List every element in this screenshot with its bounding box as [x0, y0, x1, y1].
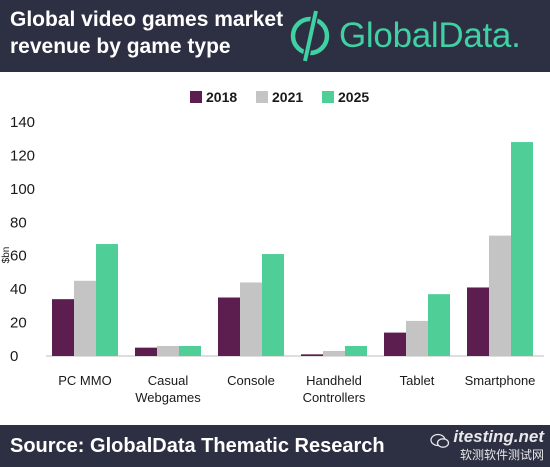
logo-wordmark: GlobalData.: [339, 16, 521, 55]
bar-2025-tablet: [428, 294, 450, 356]
x-category-label: Tablet: [400, 373, 435, 388]
watermark-domain: itesting.net: [453, 427, 544, 446]
bar-2018-tablet: [384, 332, 406, 356]
y-tick-label: 40: [10, 281, 27, 298]
wechat-icon: [430, 433, 450, 448]
legend-swatch-2025: [322, 91, 334, 103]
y-axis-label: $bn: [1, 247, 12, 264]
legend-label-2025: 2025: [338, 89, 369, 105]
bar-2021-pc-mmo: [74, 280, 96, 356]
bar-2025-casual-webgames: [179, 345, 201, 356]
chart-legend: 2018 2021 2025: [190, 89, 369, 105]
globaldata-logo-icon: [290, 10, 330, 62]
x-category-label: Casual: [148, 373, 189, 388]
bar-2021-casual-webgames: [157, 345, 179, 356]
title-line-2: revenue by game type: [10, 35, 231, 58]
y-tick-label: 20: [10, 315, 27, 332]
bar-2018-console: [218, 297, 240, 356]
x-axis-labels: PC MMO Casual Webgames Console Handheld Contr…: [58, 373, 535, 405]
x-category-label: Console: [227, 373, 275, 388]
chart-bars: [52, 142, 533, 356]
x-category-label: Handheld: [306, 373, 362, 388]
globaldata-logo: GlobalData.: [288, 10, 543, 62]
chart-title: Global video games market revenue by gam…: [10, 6, 300, 60]
y-tick-label: 80: [10, 214, 27, 231]
x-category-label: Controllers: [303, 390, 366, 405]
x-category-label: Webgames: [135, 390, 201, 405]
bar-2025-smartphone: [511, 142, 533, 356]
title-line-1: Global video games market: [10, 8, 284, 31]
bar-2025-console: [262, 254, 284, 356]
x-category-label: PC MMO: [58, 373, 111, 388]
y-tick-label: 140: [10, 114, 35, 131]
y-tick-label: 60: [10, 248, 27, 265]
bar-chart: 2018 2021 2025 0 20 40 60 80 100 120 140 $bn PC M…: [1, 89, 544, 405]
y-axis: 0 20 40 60 80 100 120 140: [10, 114, 35, 365]
legend-label-2018: 2018: [206, 89, 237, 105]
watermark-site-name: 软测软件测试网: [459, 448, 544, 462]
bar-2018-smartphone: [467, 287, 489, 356]
header-banner: Global video games market revenue by gam…: [0, 0, 550, 72]
bar-2018-casual-webgames: [135, 347, 157, 356]
y-tick-label: 100: [10, 181, 35, 198]
y-tick-label: 0: [10, 348, 18, 365]
y-tick-label: 120: [10, 147, 35, 164]
source-note: Source: GlobalData Thematic Research: [10, 435, 385, 457]
x-category-label: Smartphone: [465, 373, 536, 388]
site-watermark: itesting.net 软测软件测试网: [426, 427, 546, 465]
bar-2021-console: [240, 282, 262, 356]
bar-2025-pc-mmo: [96, 244, 118, 356]
legend-swatch-2018: [190, 91, 202, 103]
bar-2021-handheld-controllers: [323, 350, 345, 356]
bar-2018-pc-mmo: [52, 299, 74, 356]
bar-2021-tablet: [406, 320, 428, 356]
footer-banner: Source: GlobalData Thematic Research ite…: [0, 425, 550, 467]
bar-2025-handheld-controllers: [345, 345, 367, 356]
legend-label-2021: 2021: [272, 89, 303, 105]
bar-2021-smartphone: [489, 235, 511, 356]
legend-swatch-2021: [256, 91, 268, 103]
bar-2018-handheld-controllers: [301, 354, 323, 356]
